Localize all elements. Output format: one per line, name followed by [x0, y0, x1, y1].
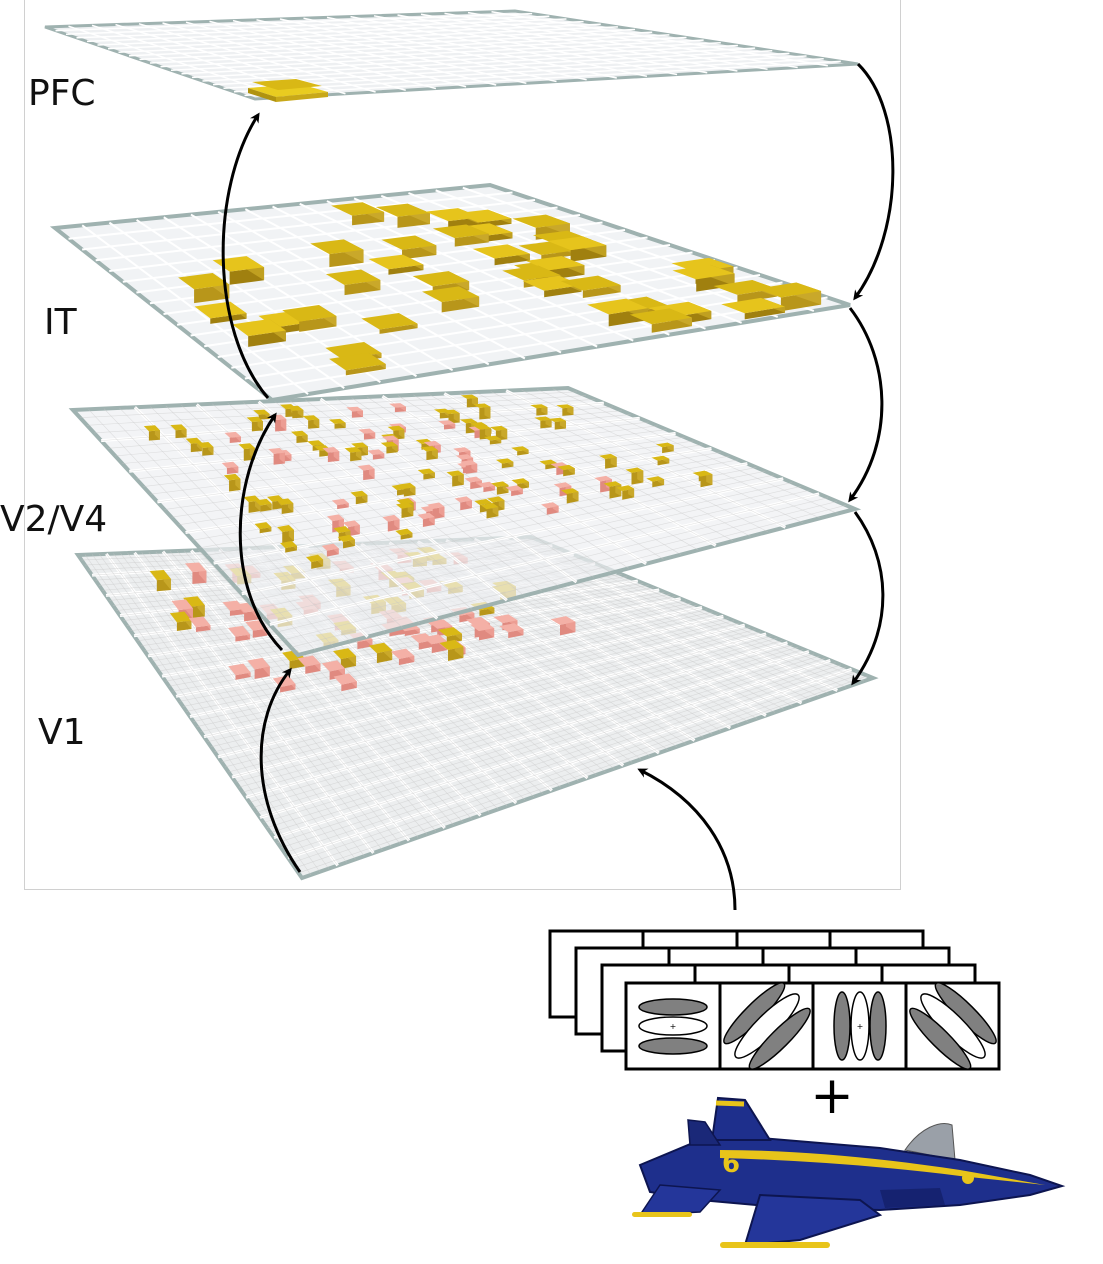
curved-arrow-icon [259, 667, 302, 873]
curved-arrow-icon [637, 768, 737, 911]
gabor-filter-bank: + + [548, 929, 1001, 1071]
pfc-plane-grid [55, 11, 841, 98]
filter-sheet-front: + + [624, 981, 1001, 1071]
curved-arrow-icon [221, 112, 270, 399]
feedback-arrows [848, 62, 895, 686]
pfc-plane-surface [44, 9, 859, 101]
gabor-filter-icon: + [833, 991, 887, 1061]
gabor-filter-icon [723, 982, 811, 1070]
layer-label-it: IT [44, 302, 77, 343]
layer-label-v1: V1 [38, 712, 86, 753]
v2v4-plane [68, 385, 862, 658]
layer-label-pfc: PFC [28, 73, 96, 114]
feedforward-arrows [221, 112, 737, 911]
pfc-plane [44, 9, 859, 102]
jet-tail-number: 6 [722, 1149, 740, 1179]
filter-center-mark: + [857, 1022, 864, 1031]
it-plane [49, 182, 851, 403]
gabor-filter-icon: + [638, 998, 708, 1055]
v1-plane [74, 534, 879, 881]
curved-arrow-icon [848, 307, 884, 503]
layer-label-v2v4: V2/V4 [0, 499, 108, 540]
fighter-jet-icon: 6 [632, 1096, 1066, 1248]
v2v4-plane-grid [80, 388, 847, 651]
network-panel-frame [24, 0, 901, 890]
v2v4-units [143, 394, 713, 569]
curved-arrow-icon [851, 511, 885, 686]
pfc-unit [248, 79, 328, 102]
gabor-filter-icon [909, 982, 997, 1070]
it-units [178, 202, 822, 376]
filter-center-mark: + [670, 1022, 677, 1031]
curved-arrow-icon [238, 412, 284, 652]
plus-sign: + [810, 1066, 854, 1126]
curved-arrow-icon [853, 62, 895, 301]
